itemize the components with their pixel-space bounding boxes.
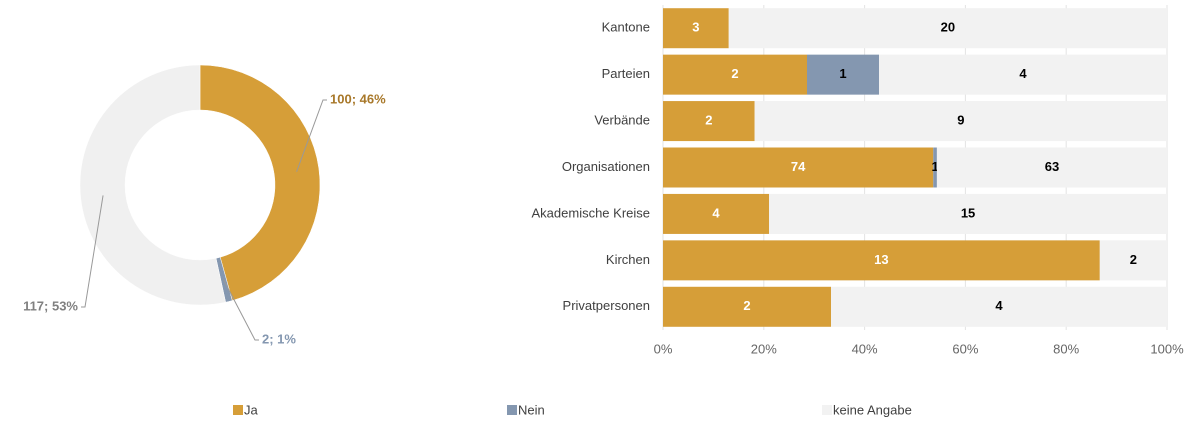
legend-swatch (233, 405, 243, 415)
bar-segment (807, 54, 879, 95)
bar-segment (879, 54, 1167, 95)
bar-segment (663, 54, 807, 95)
data-label: 1 (931, 159, 938, 174)
data-label: 4 (712, 205, 720, 220)
bar-segment (754, 101, 1167, 142)
leader-line (81, 195, 104, 308)
bar-segment (663, 147, 934, 188)
bar-segment (663, 8, 729, 49)
data-label: 100; 46% (330, 91, 386, 106)
x-tick-label: 0% (654, 341, 673, 356)
x-tick-label: 20% (751, 341, 777, 356)
bar-segment (663, 286, 831, 327)
y-tick-label: Akademische Kreise (532, 205, 651, 220)
bar-segment (1099, 240, 1167, 281)
data-label: 74 (791, 159, 806, 174)
data-label: 2 (1130, 252, 1137, 267)
data-label: 2 (705, 113, 712, 128)
data-label: 63 (1045, 159, 1059, 174)
data-label: 3 (692, 20, 699, 35)
bar-segment (728, 8, 1167, 49)
bar-segment (769, 193, 1167, 234)
y-tick-label: Kirchen (606, 252, 650, 267)
x-tick-label: 60% (952, 341, 978, 356)
leader-line (223, 279, 259, 341)
data-label: 9 (957, 113, 964, 128)
y-tick-label: Verbände (594, 113, 650, 128)
y-tick-label: Privatpersonen (563, 298, 650, 313)
donut-slice (199, 64, 321, 301)
bar-segment (831, 286, 1167, 327)
legend-label: Ja (244, 402, 259, 417)
legend-swatch (822, 405, 832, 415)
data-label: 1 (839, 66, 846, 81)
legend-label: keine Angabe (833, 402, 912, 417)
data-label: 20 (941, 20, 955, 35)
data-label: 4 (1019, 66, 1027, 81)
bar-segment (663, 101, 755, 142)
data-label: 117; 53% (23, 298, 78, 313)
y-tick-label: Parteien (602, 66, 650, 81)
data-label: 15 (961, 205, 975, 220)
data-label: 2 (731, 66, 738, 81)
legend-swatch (507, 405, 517, 415)
bar-segment (663, 240, 1100, 281)
bar-segment (663, 193, 770, 234)
bar-segment (936, 147, 1167, 188)
x-tick-label: 100% (1150, 341, 1184, 356)
leader-line (296, 99, 327, 172)
legend-label: Nein (518, 402, 545, 417)
y-tick-label: Kantone (602, 20, 650, 35)
donut-slice (79, 64, 226, 306)
x-tick-label: 80% (1053, 341, 1079, 356)
data-label: 13 (874, 252, 888, 267)
x-tick-label: 40% (852, 341, 878, 356)
data-label: 2 (743, 298, 750, 313)
bar-segment (933, 147, 937, 188)
data-label: 2; 1% (262, 331, 296, 346)
data-label: 4 (995, 298, 1003, 313)
y-tick-label: Organisationen (562, 159, 650, 174)
